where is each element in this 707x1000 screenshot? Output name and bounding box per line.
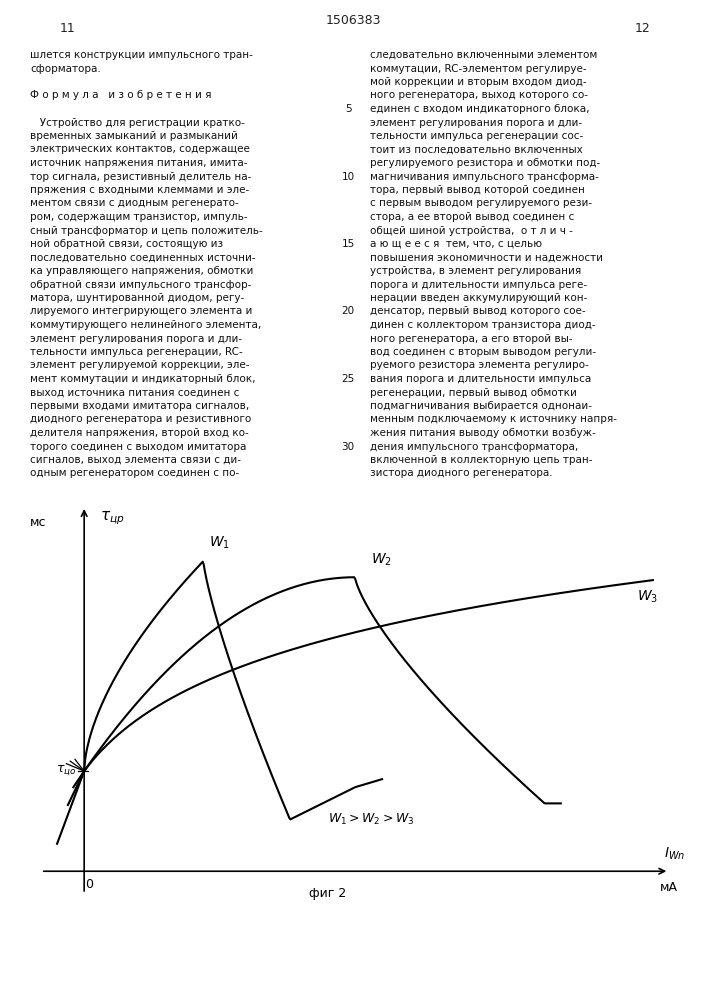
Text: $W_3$: $W_3$ bbox=[637, 588, 658, 605]
Text: стора, а ее второй вывод соединен с: стора, а ее второй вывод соединен с bbox=[370, 212, 574, 222]
Text: подмагничивания выбирается однонаи-: подмагничивания выбирается однонаи- bbox=[370, 401, 592, 411]
Text: ного регенератора, а его второй вы-: ного регенератора, а его второй вы- bbox=[370, 334, 573, 344]
Text: Ф о р м у л а   и з о б р е т е н и я: Ф о р м у л а и з о б р е т е н и я bbox=[30, 91, 211, 101]
Text: тор сигнала, резистивный делитель на-: тор сигнала, резистивный делитель на- bbox=[30, 172, 252, 182]
Text: регенерации, первый вывод обмотки: регенерации, первый вывод обмотки bbox=[370, 387, 577, 397]
Text: единен с входом индикаторного блока,: единен с входом индикаторного блока, bbox=[370, 104, 590, 114]
Text: первыми входами имитатора сигналов,: первыми входами имитатора сигналов, bbox=[30, 401, 250, 411]
Text: $\tau_{цр}$: $\tau_{цр}$ bbox=[100, 509, 125, 527]
Text: магничивания импульсного трансформа-: магничивания импульсного трансформа- bbox=[370, 172, 599, 182]
Text: временных замыканий и размыканий: временных замыканий и размыканий bbox=[30, 131, 238, 141]
Text: сигналов, выход элемента связи с ди-: сигналов, выход элемента связи с ди- bbox=[30, 455, 241, 465]
Text: $\tau_{цо}$: $\tau_{цо}$ bbox=[56, 764, 76, 778]
Text: вод соединен с вторым выводом регули-: вод соединен с вторым выводом регули- bbox=[370, 347, 596, 357]
Text: повышения экономичности и надежности: повышения экономичности и надежности bbox=[370, 252, 603, 262]
Text: руемого резистора элемента регулиро-: руемого резистора элемента регулиро- bbox=[370, 360, 589, 370]
Text: денсатор, первый вывод которого сое-: денсатор, первый вывод которого сое- bbox=[370, 306, 585, 316]
Text: диодного регенератора и резистивного: диодного регенератора и резистивного bbox=[30, 414, 251, 424]
Text: а ю щ е е с я  тем, что, с целью: а ю щ е е с я тем, что, с целью bbox=[370, 239, 542, 249]
Text: менным подключаемому к источнику напря-: менным подключаемому к источнику напря- bbox=[370, 414, 617, 424]
Text: ного регенератора, выход которого со-: ного регенератора, выход которого со- bbox=[370, 91, 588, 101]
Text: порога и длительности импульса реге-: порога и длительности импульса реге- bbox=[370, 279, 587, 290]
Text: лируемого интегрирующего элемента и: лируемого интегрирующего элемента и bbox=[30, 306, 252, 316]
Text: тельности импульса регенерации, RC-: тельности импульса регенерации, RC- bbox=[30, 347, 243, 357]
Text: фиг 2: фиг 2 bbox=[309, 887, 346, 900]
Text: зистора диодного регенератора.: зистора диодного регенератора. bbox=[370, 468, 553, 479]
Text: $W_2$: $W_2$ bbox=[371, 551, 392, 568]
Text: источник напряжения питания, имита-: источник напряжения питания, имита- bbox=[30, 158, 247, 168]
Text: тора, первый вывод которой соединен: тора, первый вывод которой соединен bbox=[370, 185, 585, 195]
Text: $W_1$: $W_1$ bbox=[209, 535, 230, 551]
Text: регулируемого резистора и обмотки под-: регулируемого резистора и обмотки под- bbox=[370, 158, 600, 168]
Text: ментом связи с диодным регенерато-: ментом связи с диодным регенерато- bbox=[30, 198, 239, 209]
Text: обратной связи импульсного трансфор-: обратной связи импульсного трансфор- bbox=[30, 279, 252, 290]
Text: общей шиной устройства,  о т л и ч -: общей шиной устройства, о т л и ч - bbox=[370, 226, 573, 235]
Text: устройства, в элемент регулирования: устройства, в элемент регулирования bbox=[370, 266, 581, 276]
Text: сформатора.: сформатора. bbox=[30, 64, 101, 74]
Text: нерации введен аккумулирующий кон-: нерации введен аккумулирующий кон- bbox=[370, 293, 588, 303]
Text: вания порога и длительности импульса: вания порога и длительности импульса bbox=[370, 374, 591, 384]
Text: последовательно соединенных источни-: последовательно соединенных источни- bbox=[30, 252, 256, 262]
Text: ной обратной связи, состоящую из: ной обратной связи, состоящую из bbox=[30, 239, 223, 249]
Text: коммутирующего нелинейного элемента,: коммутирующего нелинейного элемента, bbox=[30, 320, 262, 330]
Text: мА: мА bbox=[660, 881, 678, 894]
Text: жения питания выводу обмотки возбуж-: жения питания выводу обмотки возбуж- bbox=[370, 428, 596, 438]
Text: мент коммутации и индикаторный блок,: мент коммутации и индикаторный блок, bbox=[30, 374, 255, 384]
Text: элемент регулируемой коррекции, эле-: элемент регулируемой коррекции, эле- bbox=[30, 360, 250, 370]
Text: 0: 0 bbox=[86, 878, 93, 891]
Text: элемент регулирования порога и дли-: элемент регулирования порога и дли- bbox=[370, 117, 582, 127]
Text: делителя напряжения, второй вход ко-: делителя напряжения, второй вход ко- bbox=[30, 428, 249, 438]
Text: элемент регулирования порога и дли-: элемент регулирования порога и дли- bbox=[30, 334, 242, 344]
Text: 20: 20 bbox=[341, 306, 355, 316]
Text: следовательно включенными элементом: следовательно включенными элементом bbox=[370, 50, 597, 60]
Text: $I_{Wn}$: $I_{Wn}$ bbox=[664, 845, 685, 862]
Text: 1506383: 1506383 bbox=[325, 13, 381, 26]
Text: ром, содержащим транзистор, импуль-: ром, содержащим транзистор, импуль- bbox=[30, 212, 247, 222]
Text: электрических контактов, содержащее: электрических контактов, содержащее bbox=[30, 144, 250, 154]
Text: матора, шунтированной диодом, регу-: матора, шунтированной диодом, регу- bbox=[30, 293, 244, 303]
Text: дения импульсного трансформатора,: дения импульсного трансформатора, bbox=[370, 442, 578, 452]
Text: коммутации, RC-элементом регулируе-: коммутации, RC-элементом регулируе- bbox=[370, 64, 587, 74]
Text: тельности импульса регенерации сос-: тельности импульса регенерации сос- bbox=[370, 131, 583, 141]
Text: включенной в коллекторную цепь тран-: включенной в коллекторную цепь тран- bbox=[370, 455, 592, 465]
Text: с первым выводом регулируемого рези-: с первым выводом регулируемого рези- bbox=[370, 198, 592, 209]
Text: пряжения с входными клеммами и эле-: пряжения с входными клеммами и эле- bbox=[30, 185, 250, 195]
Text: 12: 12 bbox=[634, 21, 650, 34]
Text: Устройство для регистрации кратко-: Устройство для регистрации кратко- bbox=[30, 117, 245, 127]
Text: динен с коллектором транзистора диод-: динен с коллектором транзистора диод- bbox=[370, 320, 595, 330]
Text: тоит из последовательно включенных: тоит из последовательно включенных bbox=[370, 144, 583, 154]
Text: мой коррекции и вторым входом диод-: мой коррекции и вторым входом диод- bbox=[370, 77, 587, 87]
Text: 15: 15 bbox=[341, 239, 355, 249]
Text: торого соединен с выходом имитатора: торого соединен с выходом имитатора bbox=[30, 442, 246, 452]
Text: сный трансформатор и цепь положитель-: сный трансформатор и цепь положитель- bbox=[30, 226, 263, 235]
Text: шлется конструкции импульсного тран-: шлется конструкции импульсного тран- bbox=[30, 50, 253, 60]
Text: мс: мс bbox=[30, 516, 46, 529]
Text: одным регенератором соединен с по-: одным регенератором соединен с по- bbox=[30, 468, 239, 479]
Text: ка управляющего напряжения, обмотки: ка управляющего напряжения, обмотки bbox=[30, 266, 253, 276]
Text: 25: 25 bbox=[341, 374, 355, 384]
Text: 5: 5 bbox=[345, 104, 351, 114]
Text: $W_1 > W_2 > W_3$: $W_1 > W_2 > W_3$ bbox=[328, 812, 414, 827]
Text: 11: 11 bbox=[60, 21, 76, 34]
Text: 30: 30 bbox=[341, 442, 355, 452]
Text: выход источника питания соединен с: выход источника питания соединен с bbox=[30, 387, 240, 397]
Text: 10: 10 bbox=[341, 172, 355, 182]
